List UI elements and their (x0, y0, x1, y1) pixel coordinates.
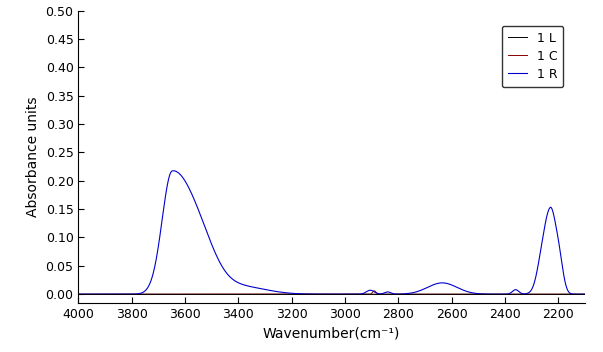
1 L (581, 292, 589, 296)
1 C (453, 292, 460, 296)
X-axis label: Wavenumber(cm⁻¹): Wavenumber(cm⁻¹) (263, 326, 400, 340)
1 C (404, 292, 411, 296)
1 R (491, 292, 499, 296)
1 L (404, 292, 411, 296)
1 R (379, 291, 386, 296)
1 L (268, 292, 276, 296)
1 R (170, 169, 177, 173)
1 R (404, 291, 411, 296)
Line: 1 C: 1 C (78, 291, 585, 294)
1 L (379, 292, 386, 296)
1 C (491, 292, 499, 296)
1 R (268, 289, 276, 293)
1 C (75, 292, 82, 296)
1 R (167, 171, 174, 175)
Legend: 1 L, 1 C, 1 R: 1 L, 1 C, 1 R (502, 26, 563, 87)
1 C (379, 292, 386, 296)
1 L (167, 292, 174, 296)
1 C (581, 292, 589, 296)
1 L (453, 292, 460, 296)
1 L (491, 292, 499, 296)
1 R (453, 285, 460, 289)
1 L (75, 292, 82, 296)
1 C (167, 292, 174, 296)
1 C (268, 292, 276, 296)
1 R (581, 292, 589, 296)
1 R (75, 292, 82, 296)
Y-axis label: Absorbance units: Absorbance units (26, 96, 40, 217)
Line: 1 R: 1 R (78, 171, 585, 294)
1 C (371, 289, 378, 293)
